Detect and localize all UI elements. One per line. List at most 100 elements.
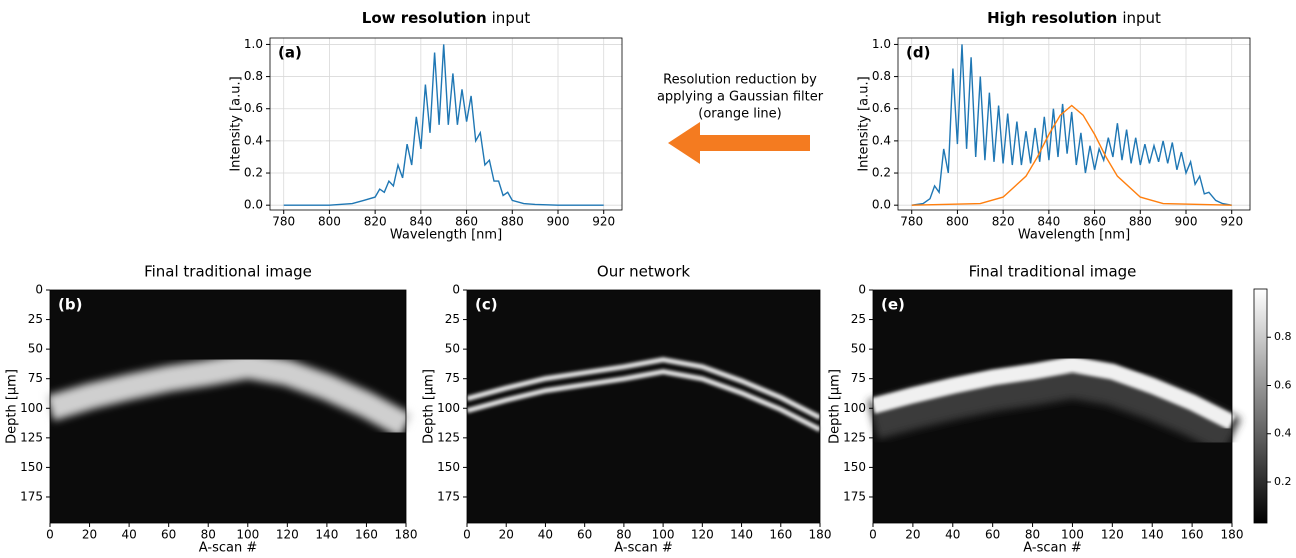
spectrum-line [911,104,1232,206]
x-tick-label: 0 [46,528,54,542]
y-tick-label: 0 [452,283,460,297]
x-tick-label: 60 [985,528,1000,542]
spectrum-line [283,44,604,206]
y-tick-label: 0.0 [244,198,263,212]
spectrum-line [911,44,1232,206]
title-bold: High resolution [987,9,1117,27]
title-rest: input [1122,9,1161,27]
y-tick-label: 125 [843,430,866,444]
chart-title: Final traditional image [144,263,312,281]
x-tick-label: 160 [769,528,792,542]
y-tick-label: 75 [445,371,460,385]
y-tick-label: 150 [20,460,43,474]
colorbar-tick-label: 0.4 [1274,427,1292,440]
y-tick-label: 150 [843,460,866,474]
y-axis-label: Depth [μm] [5,369,20,444]
x-tick-label: 920 [592,215,615,229]
tissue-layer [867,358,1241,455]
x-tick-label: 780 [900,215,923,229]
x-axis-label: A-scan # [614,541,672,555]
x-tick-label: 100 [652,528,675,542]
x-tick-label: 80 [1025,528,1040,542]
x-tick-label: 140 [730,528,753,542]
x-tick-label: 860 [455,215,478,229]
y-tick-label: 175 [20,489,43,503]
annotation-text: (orange line) [698,107,782,122]
x-tick-label: 160 [355,528,378,542]
chart-title: Final traditional image [969,263,1137,281]
y-axis-label: Depth [μm] [422,369,437,444]
y-tick-label: 100 [437,401,460,415]
y-tick-label: 175 [437,489,460,503]
tissue-layer [466,369,822,432]
x-tick-label: 0 [463,528,471,542]
x-tick-label: 900 [1175,215,1198,229]
y-tick-label: 175 [843,489,866,503]
x-tick-label: 60 [577,528,592,542]
y-tick-label: 1.0 [872,37,891,51]
panel-label: (c) [475,296,498,314]
x-tick-label: 840 [409,215,432,229]
x-tick-label: 820 [992,215,1015,229]
x-tick-label: 920 [1220,215,1243,229]
y-tick-label: 75 [851,371,866,385]
x-tick-label: 0 [869,528,877,542]
y-tick-label: 0 [858,283,866,297]
chart-title: Low resolution input [362,9,531,27]
y-axis-label: Intensity [a.u.] [857,76,872,171]
y-tick-label: 25 [445,312,460,326]
panel-label: (a) [278,44,302,62]
x-tick-label: 180 [1221,528,1244,542]
x-axis-label: A-scan # [199,541,257,555]
y-tick-label: 25 [28,312,43,326]
title-rest: input [492,9,531,27]
y-tick-label: 25 [851,312,866,326]
y-tick-label: 100 [20,401,43,415]
x-tick-label: 140 [315,528,338,542]
y-tick-label: 0.6 [872,101,891,115]
x-tick-label: 780 [272,215,295,229]
y-tick-label: 75 [28,371,43,385]
title-bold: Low resolution [362,9,487,27]
x-tick-label: 860 [1083,215,1106,229]
x-tick-label: 80 [201,528,216,542]
y-tick-label: 150 [437,460,460,474]
colorbar-tick-label: 0.2 [1274,475,1292,488]
x-tick-label: 20 [499,528,514,542]
y-tick-label: 0.8 [244,69,263,83]
y-tick-label: 125 [20,430,43,444]
panel-label: (d) [906,44,930,62]
x-tick-label: 20 [82,528,97,542]
y-tick-label: 0.6 [244,101,263,115]
x-tick-label: 40 [538,528,553,542]
x-axis-label: Wavelength [nm] [1018,228,1130,243]
x-tick-label: 180 [809,528,832,542]
x-tick-label: 840 [1037,215,1060,229]
y-tick-label: 0.2 [872,166,891,180]
x-tick-label: 100 [236,528,259,542]
y-axis-label: Depth [μm] [828,369,843,444]
tissue-layer [46,352,413,438]
x-tick-label: 160 [1181,528,1204,542]
x-tick-label: 880 [501,215,524,229]
x-tick-label: 800 [946,215,969,229]
plot-frame [872,289,1233,524]
y-tick-label: 1.0 [244,37,263,51]
x-tick-label: 180 [395,528,418,542]
annotation-text: Resolution reduction by [663,73,817,88]
y-tick-label: 50 [28,342,43,356]
y-axis-label: Intensity [a.u.] [229,76,244,171]
x-tick-label: 880 [1129,215,1152,229]
x-tick-label: 100 [1061,528,1084,542]
chart-title: Our network [597,263,690,281]
tissue-layer [870,356,1236,430]
x-tick-label: 120 [1101,528,1124,542]
plot-frame [897,37,1251,211]
x-tick-label: 80 [616,528,631,542]
y-tick-label: 0.8 [872,69,891,83]
x-tick-label: 120 [276,528,299,542]
y-tick-label: 0.4 [872,133,891,147]
x-tick-label: 140 [1141,528,1164,542]
y-tick-label: 50 [851,342,866,356]
